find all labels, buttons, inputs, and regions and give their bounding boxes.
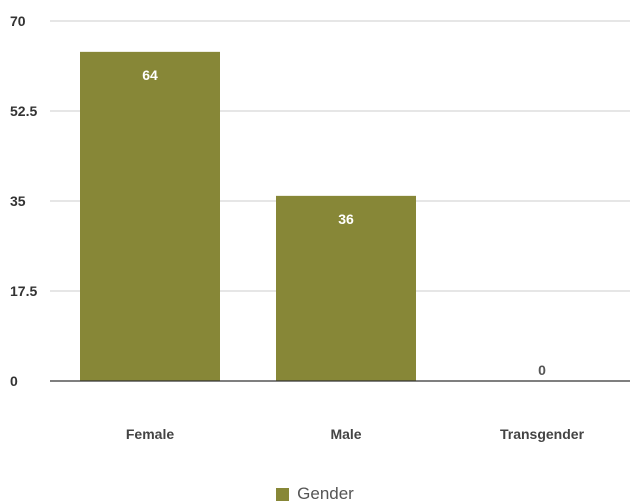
x-axis-tick-labels: Female Male Transgender xyxy=(126,426,585,442)
data-label: 36 xyxy=(338,211,354,227)
y-axis-tick-labels: 0 17.5 35 52.5 70 xyxy=(10,13,37,389)
data-label: 0 xyxy=(538,362,546,378)
y-tick-label: 0 xyxy=(10,373,18,389)
x-tick-label: Transgender xyxy=(500,426,585,442)
legend: Gender xyxy=(0,484,630,504)
data-label: 64 xyxy=(142,67,158,83)
legend-label: Gender xyxy=(297,484,354,503)
y-tick-label: 17.5 xyxy=(10,283,37,299)
bars xyxy=(80,51,416,381)
bar-female xyxy=(80,51,220,381)
legend-swatch xyxy=(276,487,290,501)
y-tick-label: 35 xyxy=(10,193,26,209)
x-tick-label: Female xyxy=(126,426,174,442)
y-tick-label: 52.5 xyxy=(10,103,37,119)
data-labels: 64 36 0 xyxy=(142,67,546,378)
bar-male xyxy=(276,195,416,381)
y-tick-label: 70 xyxy=(10,13,26,29)
x-tick-label: Male xyxy=(330,426,361,442)
